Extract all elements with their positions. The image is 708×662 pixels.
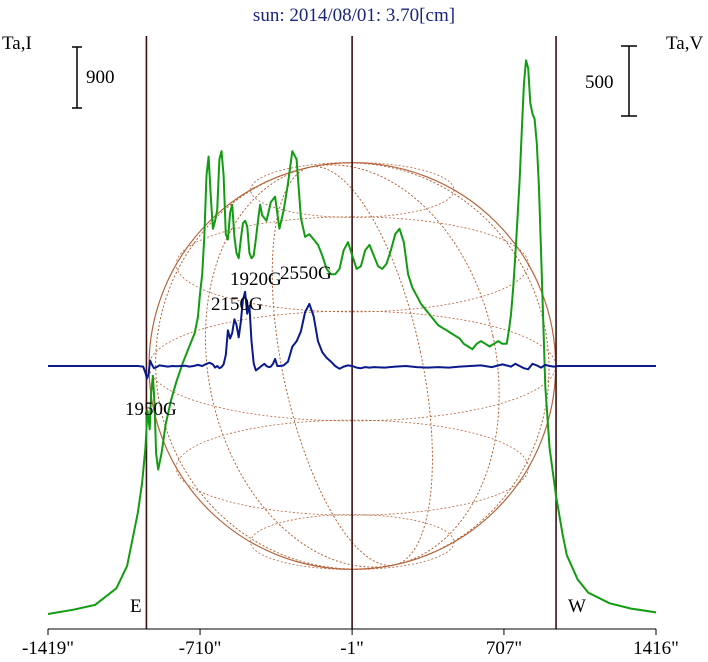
annotation-1920g: 1920G (230, 269, 282, 290)
annotation-2150g: 2150G (211, 294, 263, 315)
vertical-markers (145, 36, 557, 629)
x-tick-label-4: 1416" (633, 638, 679, 659)
annotation-2550g: 2550G (280, 263, 332, 284)
x-tick-label-3: 707" (486, 638, 522, 659)
left-axis-label: Ta,I (2, 33, 32, 54)
disk-meridian-5 (155, 162, 550, 570)
chart-title: sun: 2014/08/01: 3.70[cm] (253, 5, 455, 26)
intensity-line (47, 59, 657, 615)
disk-parallel-1 (175, 419, 529, 516)
west-label: W (568, 596, 586, 617)
x-tick-label-0: -1419" (22, 638, 74, 659)
right-scale-bar (621, 45, 637, 117)
east-label: E (130, 596, 142, 617)
polarization-line (48, 290, 656, 380)
x-axis-ticks: -1419" -710" -1" 707" 1416" (22, 629, 679, 659)
x-tick-label-1: -710" (179, 638, 222, 659)
disk-parallel-2 (175, 216, 529, 313)
left-scale-bar (72, 46, 82, 109)
series-lines (47, 59, 657, 615)
right-scale-label: 500 (585, 72, 614, 93)
annotation-1950g: 1950G (125, 399, 177, 420)
disk-meridian-4 (205, 164, 500, 568)
left-scale-label: 900 (86, 67, 115, 88)
right-axis-label: Ta,V (666, 33, 703, 54)
x-tick-label-2: -1" (340, 638, 364, 659)
